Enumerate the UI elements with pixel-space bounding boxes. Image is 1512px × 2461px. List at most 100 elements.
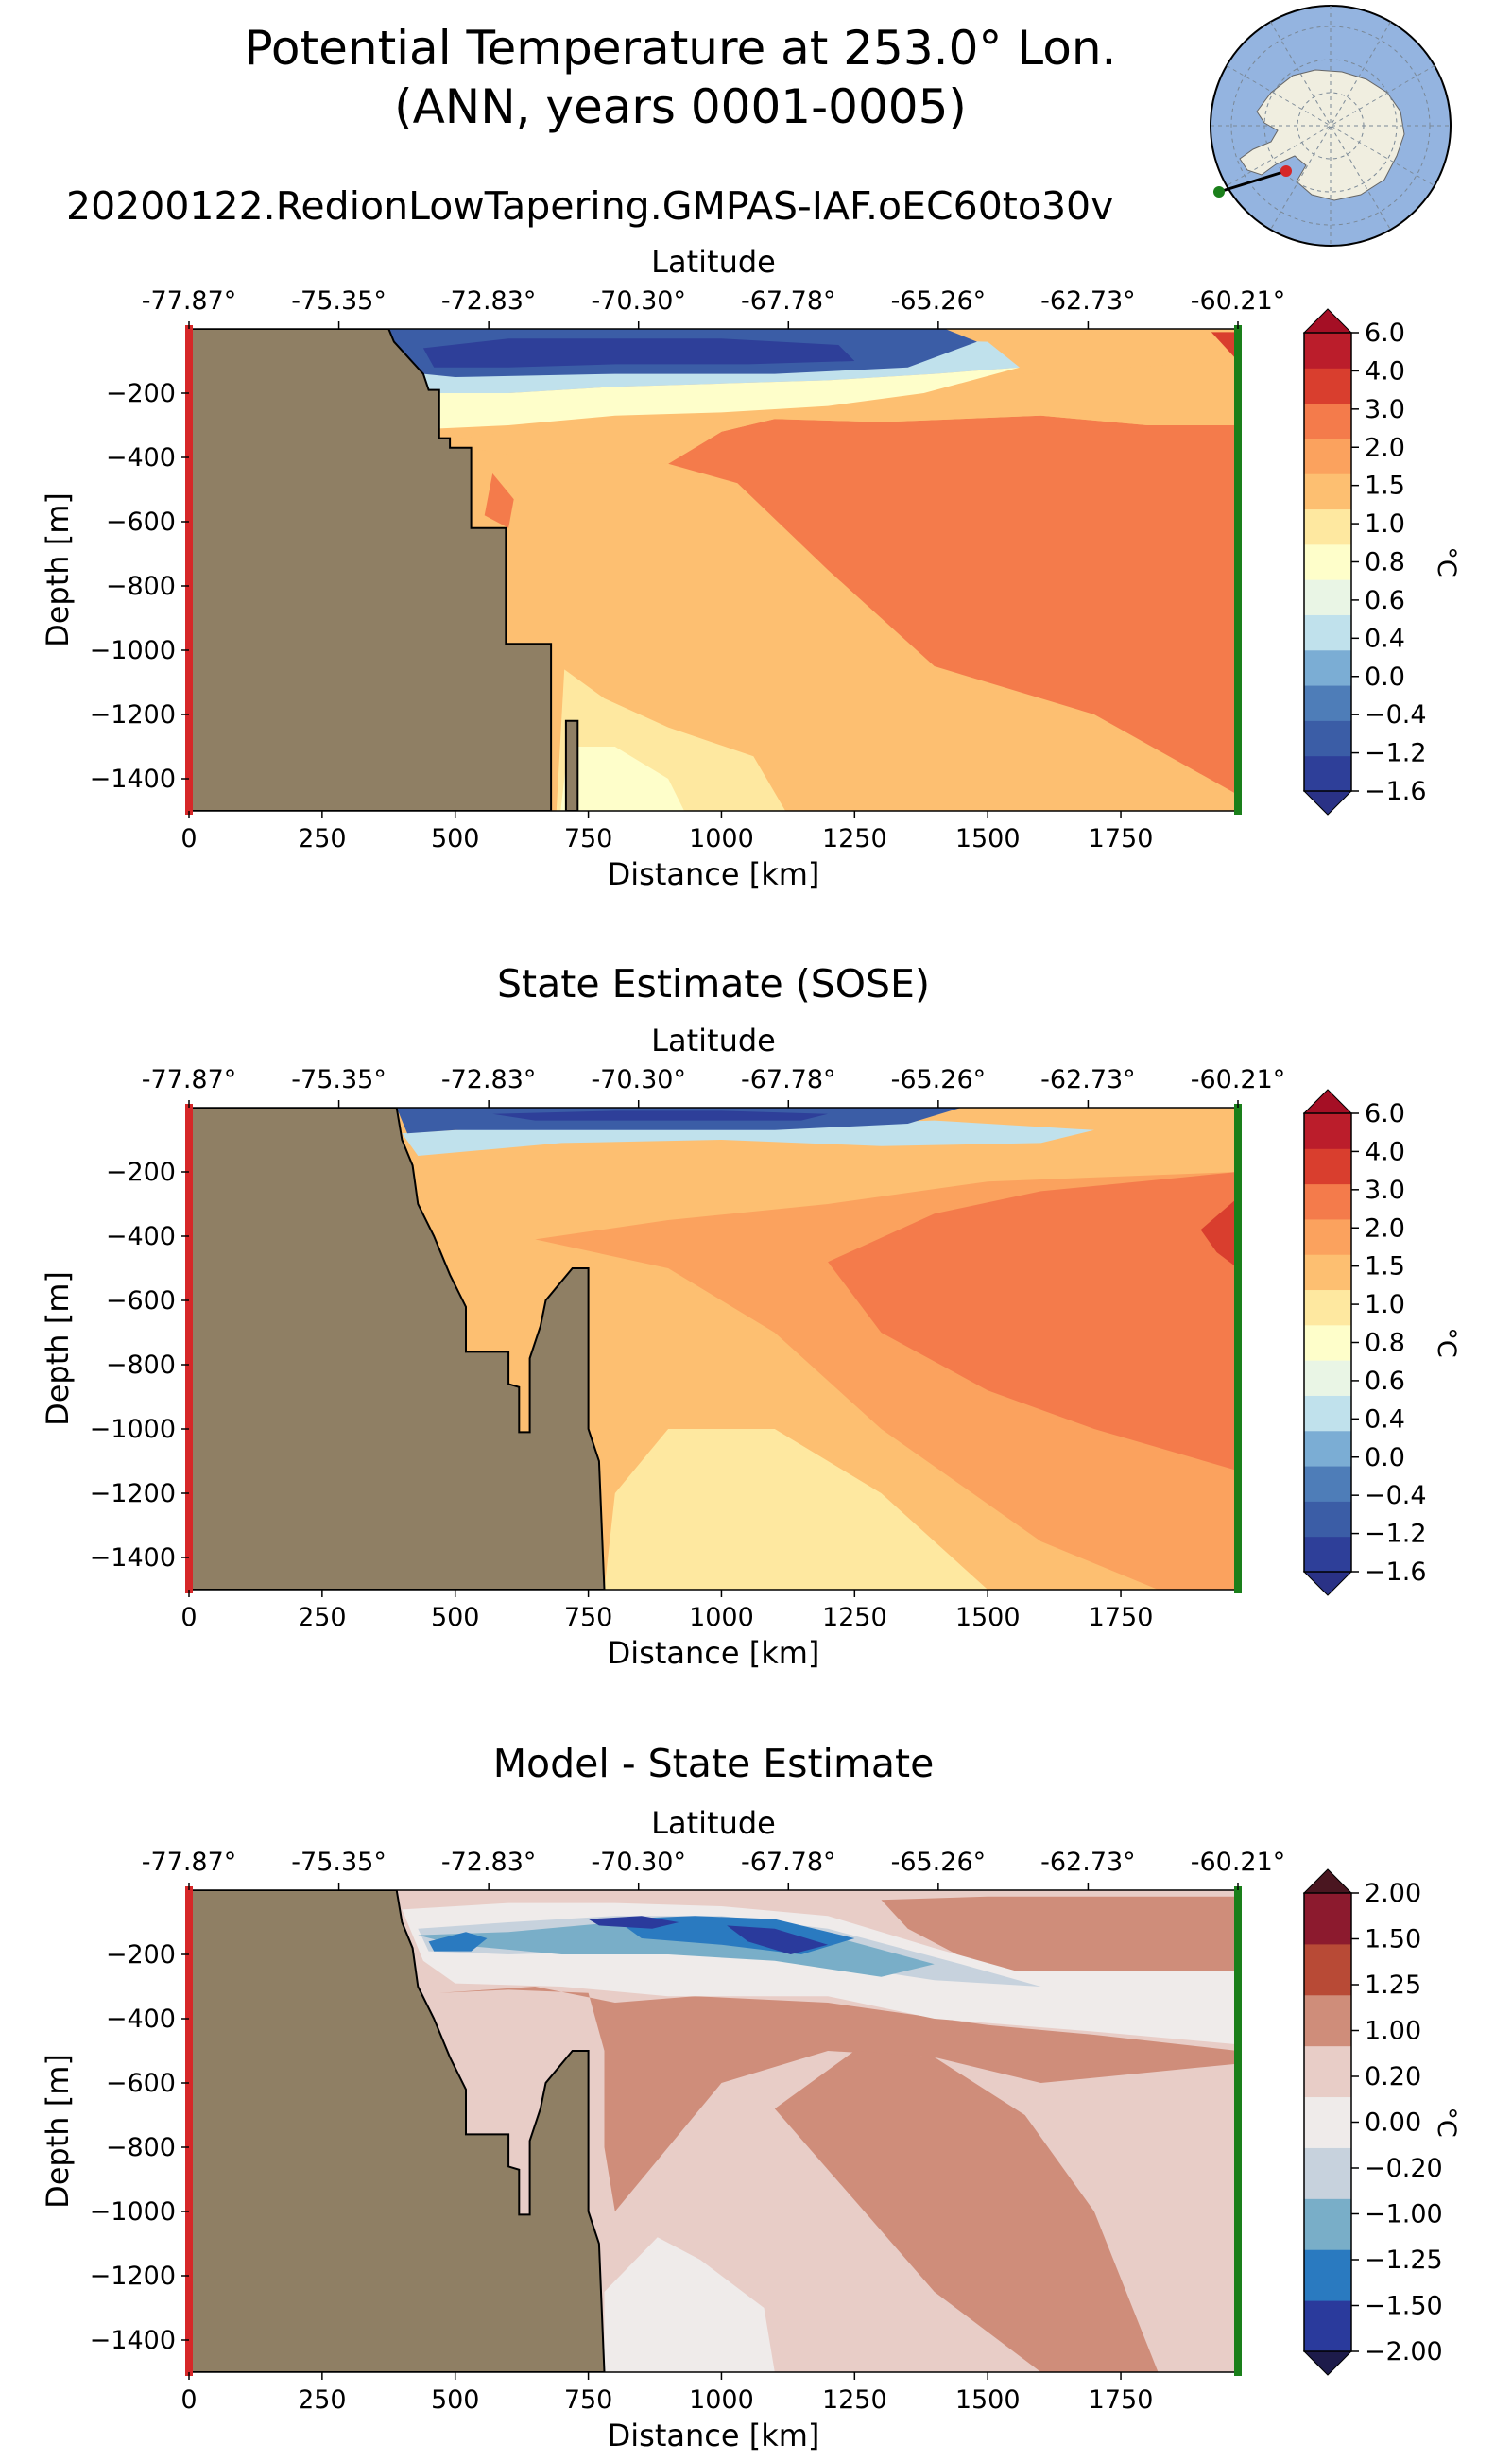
colorbar-tick-label: 0.00 bbox=[1365, 2108, 1421, 2138]
bathymetry-land bbox=[189, 1890, 606, 2372]
colorbar-segment bbox=[1304, 2198, 1351, 2250]
lat-tick-label: -60.21° bbox=[1191, 286, 1286, 316]
colorbar-tick-label: 1.50 bbox=[1365, 1925, 1421, 1954]
colorbar-segment bbox=[1304, 368, 1351, 404]
contour-band bbox=[604, 1429, 988, 1590]
colorbar-tick-label: 1.5 bbox=[1365, 472, 1405, 501]
colorbar-unit-label: °C bbox=[1432, 1327, 1461, 1357]
figure-title: Potential Temperature at 253.0° Lon. bbox=[245, 21, 1117, 76]
panel-model: 0 250 500 750 1000 1250 1500 1750 Distance [km] -… bbox=[40, 244, 1461, 892]
colorbar-tick-label: 2.0 bbox=[1365, 1213, 1405, 1243]
colorbar-tick-label: 4.0 bbox=[1365, 1137, 1405, 1166]
colorbar-tick-label: −1.50 bbox=[1365, 2292, 1443, 2321]
colorbar-tick-label: −0.4 bbox=[1365, 1481, 1427, 1510]
x-tick-label: 250 bbox=[298, 824, 347, 853]
antarctic-locator-map-icon bbox=[1210, 5, 1452, 247]
contour-band bbox=[828, 1172, 1238, 1471]
colorbar-segment bbox=[1304, 1113, 1351, 1149]
y-tick-label: −800 bbox=[106, 572, 176, 601]
colorbar-under-triangle bbox=[1302, 1571, 1353, 1596]
x-tick-label: 1000 bbox=[689, 824, 754, 853]
inset-section-end-dot bbox=[1213, 186, 1225, 198]
lat-tick-label: -70.30° bbox=[591, 286, 686, 316]
colorbar-segment bbox=[1304, 2096, 1351, 2148]
y-tick-label: −1400 bbox=[90, 765, 176, 794]
lat-tick-label: -67.78° bbox=[741, 1848, 836, 1877]
x-tick-label: 750 bbox=[564, 824, 613, 853]
colorbar-segment bbox=[1304, 2045, 1351, 2098]
lat-tick-label: -62.73° bbox=[1040, 286, 1136, 316]
y-tick-label: −200 bbox=[106, 1940, 176, 1970]
colorbar: −2.00 −1.50 −1.25 −1.00 −0.20 0.00 0.20 1.00 1.2… bbox=[1302, 1868, 1461, 2376]
x-tick-label: 1750 bbox=[1089, 2385, 1154, 2415]
contour-field bbox=[189, 1890, 1238, 2372]
colorbar-tick-label: 0.0 bbox=[1365, 1443, 1405, 1472]
colorbar-segment bbox=[1304, 1501, 1351, 1538]
y-tick-label: −1400 bbox=[90, 1543, 176, 1573]
x-tick-label: 750 bbox=[564, 2385, 613, 2415]
x-tick-label: 1000 bbox=[689, 2385, 754, 2415]
lat-tick-label: -67.78° bbox=[741, 1065, 836, 1094]
colorbar-under-triangle bbox=[1302, 790, 1353, 816]
colorbar-tick-label: −1.6 bbox=[1365, 777, 1427, 806]
panel-title: Model - State Estimate bbox=[493, 1741, 935, 1786]
colorbar-segment bbox=[1304, 1360, 1351, 1396]
colorbar-tick-label: −1.6 bbox=[1365, 1557, 1427, 1587]
lat-tick-label: -75.35° bbox=[291, 1848, 387, 1877]
lat-tick-label: -77.87° bbox=[142, 1848, 237, 1877]
colorbar-tick-label: −1.00 bbox=[1365, 2200, 1443, 2229]
colorbar: −1.6 −1.2 −0.4 0.0 0.4 0.6 0.8 1.0 1.5 2.0 3.0 4.0 6… bbox=[1302, 1089, 1461, 1596]
inset-section-line bbox=[1218, 169, 1287, 194]
contour-band bbox=[604, 2237, 775, 2372]
y-tick-label: −1200 bbox=[90, 2262, 176, 2291]
panel-title: State Estimate (SOSE) bbox=[497, 961, 930, 1007]
colorbar-tick-label: 2.0 bbox=[1365, 433, 1405, 462]
colorbar-segment bbox=[1304, 1466, 1351, 1502]
colorbar-segment bbox=[1304, 614, 1351, 651]
colorbar-segment bbox=[1304, 1254, 1351, 1291]
y-tick-label: −200 bbox=[106, 1158, 176, 1187]
y-tick-label: −600 bbox=[106, 1286, 176, 1316]
colorbar-tick-label: −1.25 bbox=[1365, 2246, 1443, 2275]
run-name: 20200122.RedionLowTapering.GMPAS-IAF.oEC… bbox=[66, 183, 1113, 229]
colorbar-tick-label: 1.0 bbox=[1365, 1290, 1405, 1319]
contour-band bbox=[484, 473, 514, 528]
y-tick-label: −400 bbox=[106, 2005, 176, 2034]
x-tick-label: 0 bbox=[180, 1603, 197, 1632]
lat-tick-label: -75.35° bbox=[291, 286, 387, 316]
colorbar-tick-label: 6.0 bbox=[1365, 1099, 1405, 1128]
x-tick-label: 1500 bbox=[955, 824, 1021, 853]
lat-tick-label: -65.26° bbox=[891, 1065, 987, 1094]
colorbar: −1.6 −1.2 −0.4 0.0 0.4 0.6 0.8 1.0 1.5 2.0 3.0 4.0 6… bbox=[1302, 308, 1461, 816]
x-tick-label: 1750 bbox=[1089, 1603, 1154, 1632]
contour-band bbox=[438, 361, 1238, 464]
lat-tick-label: -72.83° bbox=[441, 1848, 537, 1877]
colorbar-over-triangle bbox=[1302, 1868, 1353, 1894]
top-axis-label: Latitude bbox=[651, 1805, 776, 1841]
inset-section-start-dot bbox=[1280, 165, 1292, 177]
x-tick-label: 1500 bbox=[955, 2385, 1021, 2415]
top-axis-label: Latitude bbox=[651, 1023, 776, 1058]
x-axis-label: Distance [km] bbox=[608, 1635, 820, 1671]
y-tick-label: −1000 bbox=[90, 1415, 176, 1444]
colorbar-over-triangle bbox=[1302, 1089, 1353, 1114]
y-tick-label: −400 bbox=[106, 443, 176, 473]
lat-tick-label: -72.83° bbox=[441, 1065, 537, 1094]
contour-field bbox=[189, 1108, 1238, 1590]
panel-sose: State Estimate (SOSE) 0 250 500 750 1000 1250… bbox=[40, 961, 1461, 1671]
contour-band bbox=[492, 1110, 829, 1121]
contour-band bbox=[1211, 332, 1238, 361]
y-tick-label: −800 bbox=[106, 2133, 176, 2162]
x-tick-label: 1000 bbox=[689, 1603, 754, 1632]
lat-tick-label: -60.21° bbox=[1191, 1065, 1286, 1094]
colorbar-tick-label: 1.00 bbox=[1365, 2017, 1421, 2046]
contour-band bbox=[668, 415, 1238, 795]
x-tick-label: 250 bbox=[298, 2385, 347, 2415]
colorbar-tick-label: 3.0 bbox=[1365, 1176, 1405, 1205]
colorbar-segment bbox=[1304, 473, 1351, 510]
y-tick-label: −1000 bbox=[90, 636, 176, 665]
contour-band bbox=[588, 1916, 679, 1929]
colorbar-tick-label: 1.25 bbox=[1365, 1971, 1421, 2000]
x-tick-label: 0 bbox=[180, 2385, 197, 2415]
